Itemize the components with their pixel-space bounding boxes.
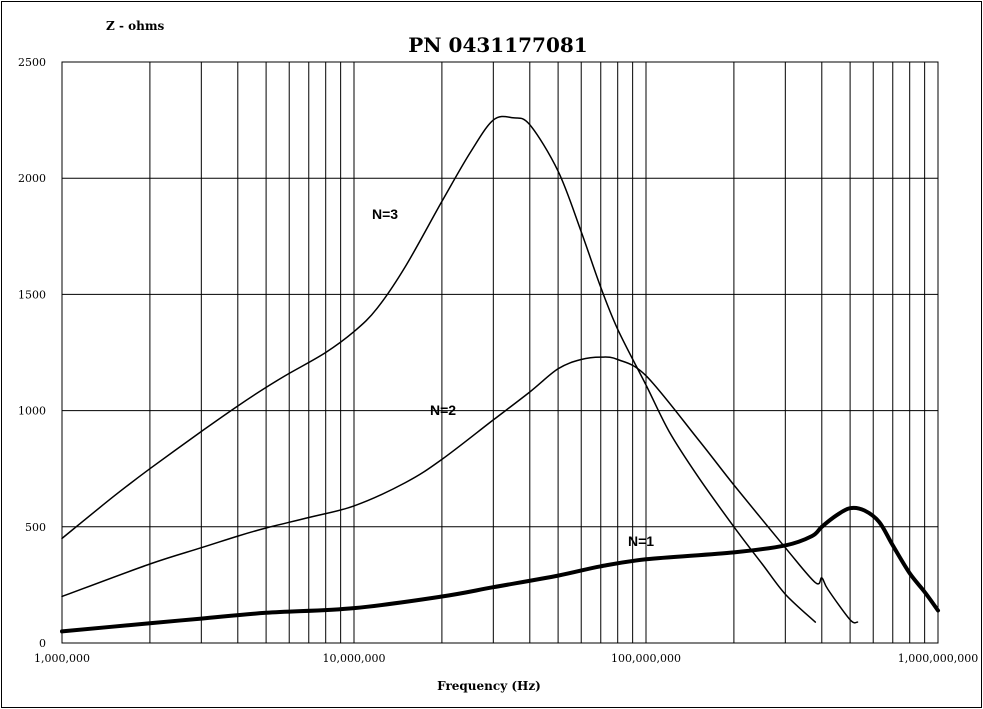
series-label-n3: N=3 (372, 206, 398, 222)
y-tick-label: 500 (25, 521, 46, 534)
series-lines (60, 115, 940, 634)
y-tick-label: 2500 (18, 56, 46, 69)
grid (61, 61, 939, 644)
x-axis-label: Frequency (Hz) (437, 679, 541, 693)
x-tick-label: 1,000,000,000 (898, 652, 978, 665)
x-tick-labels: 1,000,000 10,000,000 100,000,000 1,000,000,… (34, 652, 978, 665)
y-tick-label: 2000 (18, 172, 46, 185)
y-tick-label: 1500 (18, 288, 46, 301)
x-tick-label: 1,000,000 (34, 652, 90, 665)
series-line-n2 (61, 356, 859, 624)
y-tick-label: 0 (39, 637, 46, 650)
x-tick-label: 10,000,000 (323, 652, 386, 665)
series-line-n1 (60, 505, 940, 634)
series-label-n2: N=2 (430, 402, 456, 418)
x-tick-label: 100,000,000 (611, 652, 681, 665)
plot-area-border (61, 61, 939, 644)
series-label-n1: N=1 (628, 533, 654, 549)
series-line-n3 (61, 115, 817, 623)
y-tick-labels: 0 500 1000 1500 2000 2500 (18, 56, 46, 650)
chart-title: PN 0431177081 (408, 33, 587, 57)
y-axis-label: Z - ohms (106, 19, 165, 33)
y-tick-label: 1000 (18, 405, 46, 418)
